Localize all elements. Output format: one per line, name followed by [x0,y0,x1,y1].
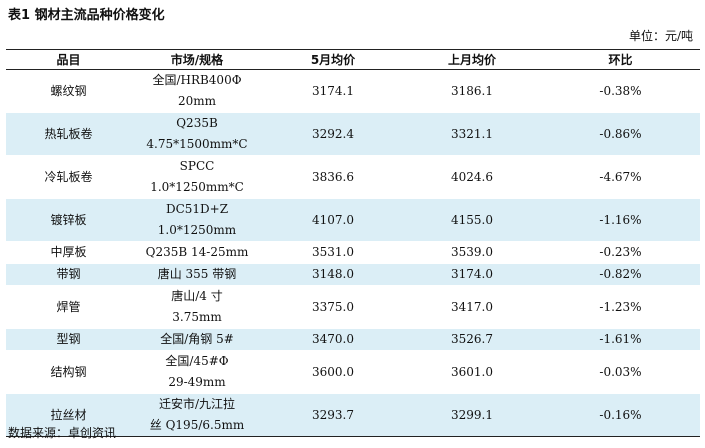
may-price-cell: 3174.1 [263,69,403,113]
table-row: 拉丝材 迁安市/九江拉丝 Q195/6.5mm 3293.7 3299.1 -0… [6,393,700,437]
mom-change-cell: -0.86% [541,112,700,156]
spec-line: 29-49mm [168,375,226,389]
prev-price-cell: 4155.0 [403,198,541,242]
table-row: 结构钢 全国/45#Φ 29-49mm 3600.0 3601.0 -0.03% [6,350,700,394]
price-table: 品目 市场/规格 5月均价 上月均价 环比 螺纹钢 全国/HRB400Φ 20mm… [6,49,700,437]
table-row: 螺纹钢 全国/HRB400Φ 20mm 3174.1 3186.1 -0.38% [6,69,700,113]
prev-price-cell: 3174.0 [403,263,541,286]
spec-cell: 全国/角钢 5# [131,328,263,351]
data-source-note: 数据来源：卓创资讯 [8,426,117,440]
item-cell: 带钢 [6,263,131,286]
spec-line: 4.75*1500mm*C [146,137,248,151]
column-header-spec: 市场/规格 [131,49,263,70]
may-price-cell: 3600.0 [263,350,403,394]
table-row: 中厚板 Q235B 14-25mm 3531.0 3539.0 -0.23% [6,241,700,264]
prev-price-cell: 3417.0 [403,285,541,329]
spec-line: 全国/45#Φ [165,354,229,368]
may-price-cell: 3293.7 [263,393,403,437]
prev-price-cell: 3539.0 [403,241,541,264]
column-header-may-avg: 5月均价 [263,49,403,70]
table-row: 热轧板卷 Q235B 4.75*1500mm*C 3292.4 3321.1 -0… [6,112,700,156]
spec-cell: 全国/HRB400Φ 20mm [131,69,263,113]
spec-cell: 唐山 355 带钢 [131,263,263,286]
mom-change-cell: -1.61% [541,328,700,351]
may-price-cell: 3292.4 [263,112,403,156]
column-header-mom: 环比 [541,49,700,70]
spec-line: 丝 Q195/6.5mm [149,418,245,432]
mom-change-cell: -0.38% [541,69,700,113]
table-row: 镀锌板 DC51D+Z 1.0*1250mm 4107.0 4155.0 -1.1… [6,198,700,242]
item-cell: 螺纹钢 [6,69,131,113]
table-row: 带钢 唐山 355 带钢 3148.0 3174.0 -0.82% [6,263,700,286]
may-price-cell: 4107.0 [263,198,403,242]
spec-line: SPCC [179,159,215,173]
spec-line: 3.75mm [172,310,222,324]
mom-change-cell: -1.16% [541,198,700,242]
spec-line: 唐山/4 寸 [171,289,223,303]
prev-price-cell: 4024.6 [403,155,541,199]
item-cell: 热轧板卷 [6,112,131,156]
mom-change-cell: -0.82% [541,263,700,286]
item-cell: 中厚板 [6,241,131,264]
mom-change-cell: -1.23% [541,285,700,329]
spec-line: DC51D+Z [165,202,229,216]
item-cell: 焊管 [6,285,131,329]
spec-cell: Q235B 4.75*1500mm*C [131,112,263,156]
table-row: 焊管 唐山/4 寸 3.75mm 3375.0 3417.0 -1.23% [6,285,700,329]
spec-cell: 迁安市/九江拉丝 Q195/6.5mm [131,393,263,437]
column-header-item: 品目 [6,49,131,70]
table-row: 型钢 全国/角钢 5# 3470.0 3526.7 -1.61% [6,328,700,351]
may-price-cell: 3531.0 [263,241,403,264]
spec-line: 全国/角钢 5# [160,332,234,346]
may-price-cell: 3470.0 [263,328,403,351]
spec-cell: 全国/45#Φ 29-49mm [131,350,263,394]
unit-label: 单位：元/吨 [628,29,693,43]
mom-change-cell: -4.67% [541,155,700,199]
column-header-prev-avg: 上月均价 [403,49,541,70]
spec-line: 1.0*1250mm [157,223,237,237]
spec-line: Q235B [176,116,218,130]
may-price-cell: 3148.0 [263,263,403,286]
may-price-cell: 3836.6 [263,155,403,199]
spec-line: 1.0*1250mm*C [150,180,244,194]
mom-change-cell: -0.03% [541,350,700,394]
item-cell: 结构钢 [6,350,131,394]
may-price-cell: 3375.0 [263,285,403,329]
spec-cell: Q235B 14-25mm [131,241,263,264]
prev-price-cell: 3526.7 [403,328,541,351]
item-cell: 冷轧板卷 [6,155,131,199]
mom-change-cell: -0.16% [541,393,700,437]
spec-cell: 唐山/4 寸 3.75mm [131,285,263,329]
spec-line: 唐山 355 带钢 [157,267,237,281]
table-row: 冷轧板卷 SPCC 1.0*1250mm*C 3836.6 4024.6 -4.6… [6,155,700,199]
spec-cell: SPCC 1.0*1250mm*C [131,155,263,199]
prev-price-cell: 3321.1 [403,112,541,156]
table-header-row: 品目 市场/规格 5月均价 上月均价 环比 [6,49,700,70]
spec-line: 迁安市/九江拉 [158,397,236,411]
prev-price-cell: 3186.1 [403,69,541,113]
item-cell: 拉丝材 [6,393,131,437]
item-cell: 镀锌板 [6,198,131,242]
spec-line: 20mm [177,94,217,108]
spec-line: Q235B 14-25mm [145,245,249,259]
mom-change-cell: -0.23% [541,241,700,264]
item-cell: 型钢 [6,328,131,351]
prev-price-cell: 3299.1 [403,393,541,437]
table-title: 表1 钢材主流品种价格变化 [8,8,165,23]
spec-line: 全国/HRB400Φ [152,73,242,87]
prev-price-cell: 3601.0 [403,350,541,394]
spec-cell: DC51D+Z 1.0*1250mm [131,198,263,242]
